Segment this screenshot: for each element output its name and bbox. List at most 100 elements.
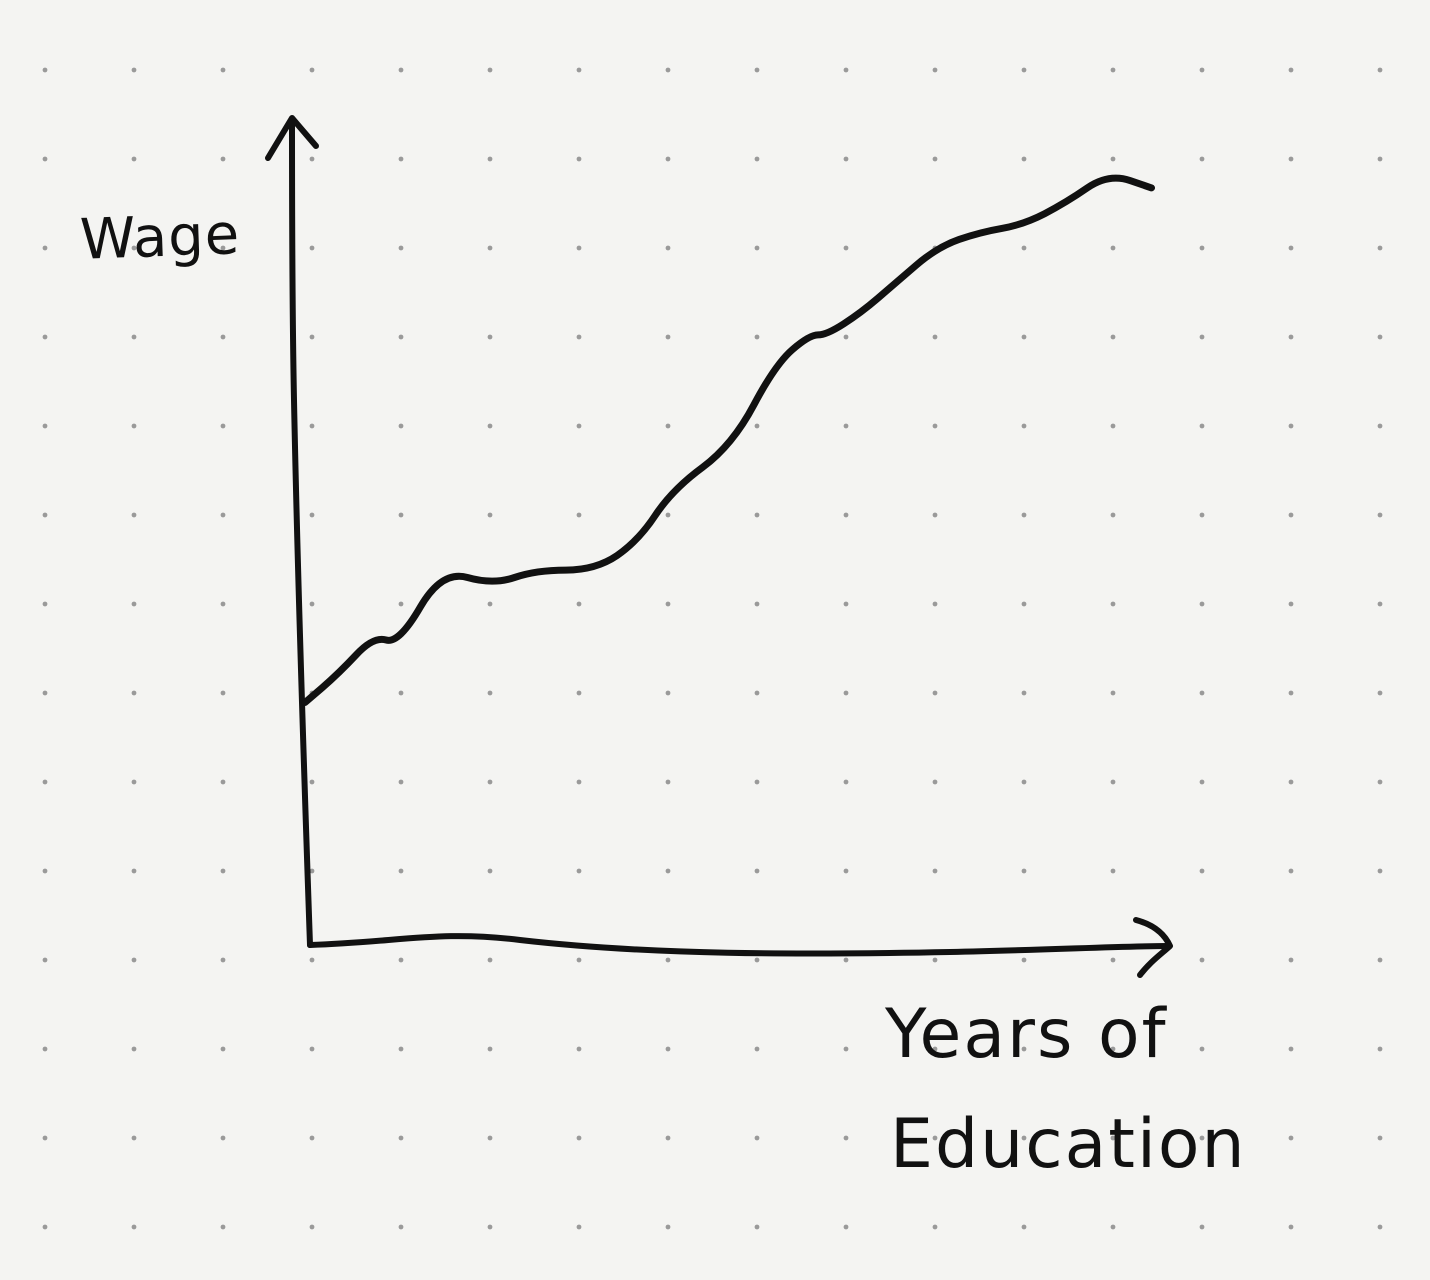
grid-dot [487, 868, 493, 874]
grid-dot [42, 1224, 48, 1230]
y-axis [289, 117, 313, 948]
grid-dot [309, 512, 315, 518]
grid-dot [131, 1046, 137, 1052]
grid-dot [843, 1046, 849, 1052]
grid-dot [487, 957, 493, 963]
grid-dot [1199, 334, 1205, 340]
grid-dot [1021, 245, 1027, 251]
grid-dot [131, 245, 137, 251]
grid-dot [42, 601, 48, 607]
grid-dot [754, 1135, 760, 1141]
grid-dot [1199, 67, 1205, 73]
grid-dot [1199, 1135, 1205, 1141]
grid-dot [131, 1135, 137, 1141]
grid-dot [1110, 1224, 1116, 1230]
grid-dot [1377, 1135, 1383, 1141]
grid-dot [131, 957, 137, 963]
grid-dot [754, 690, 760, 696]
grid-dot [1021, 868, 1027, 874]
grid-dot [1288, 868, 1294, 874]
series-line-0 [301, 174, 1155, 706]
grid-dot [1288, 156, 1294, 162]
grid-dot [1199, 601, 1205, 607]
grid-dot [220, 601, 226, 607]
grid-dot [754, 957, 760, 963]
grid-dot [1110, 512, 1116, 518]
grid-dot [131, 601, 137, 607]
grid-dot [309, 779, 315, 785]
grid-dot [665, 245, 671, 251]
grid-dot [665, 1046, 671, 1052]
y-axis-label: Wage [78, 202, 242, 273]
grid-dot [665, 957, 671, 963]
grid-dot [843, 1224, 849, 1230]
grid-dot [220, 245, 226, 251]
grid-dot [1377, 67, 1383, 73]
grid-dot [1288, 1224, 1294, 1230]
grid-dot [42, 512, 48, 518]
grid-dot [1021, 957, 1027, 963]
grid-dot [131, 156, 137, 162]
grid-dot [1110, 690, 1116, 696]
grid-dot [1288, 1046, 1294, 1052]
grid-dot [843, 334, 849, 340]
grid-dot [754, 1224, 760, 1230]
grid-dot [131, 334, 137, 340]
grid-dot [1288, 67, 1294, 73]
grid-dot [665, 601, 671, 607]
grid-dot [309, 1135, 315, 1141]
grid-dot [665, 1135, 671, 1141]
grid-dot [754, 868, 760, 874]
grid-dot [843, 601, 849, 607]
grid-dot [487, 1224, 493, 1230]
grid-dot [1021, 1046, 1027, 1052]
grid-dot [398, 1224, 404, 1230]
grid-dot [843, 512, 849, 518]
grid-dot [220, 1046, 226, 1052]
grid-dot [220, 690, 226, 696]
grid-dot [487, 67, 493, 73]
grid-dot [1377, 601, 1383, 607]
grid-dot [220, 868, 226, 874]
grid-dot [398, 690, 404, 696]
grid-dot [576, 779, 582, 785]
grid-dot [1199, 512, 1205, 518]
grid-dot [398, 1046, 404, 1052]
grid-dot [309, 601, 315, 607]
grid-dot [1377, 779, 1383, 785]
grid-dot [932, 1135, 938, 1141]
grid-dot [1110, 1135, 1116, 1141]
x-axis-label-line-2: Education [890, 1105, 1247, 1184]
grid-dot [1377, 1046, 1383, 1052]
grid-dot [843, 245, 849, 251]
grid-dot [576, 245, 582, 251]
grid-dot [932, 1224, 938, 1230]
grid-dot [576, 957, 582, 963]
grid-dot [220, 1135, 226, 1141]
grid-dot [487, 423, 493, 429]
grid-dot [754, 1046, 760, 1052]
grid-dot [1110, 67, 1116, 73]
grid-dot [1110, 334, 1116, 340]
grid-dot [1021, 156, 1027, 162]
grid-dot [220, 779, 226, 785]
grid-dot [398, 245, 404, 251]
grid-dot [398, 601, 404, 607]
grid-dot [843, 868, 849, 874]
grid-dot [398, 156, 404, 162]
grid-dot [1288, 779, 1294, 785]
grid-dot [932, 334, 938, 340]
grid-dot [1110, 245, 1116, 251]
grid-dot [131, 779, 137, 785]
grid-dot [42, 334, 48, 340]
grid-dot [487, 779, 493, 785]
grid-dot [131, 67, 137, 73]
grid-dot [487, 245, 493, 251]
grid-dot [309, 1046, 315, 1052]
grid-dot [1377, 423, 1383, 429]
grid-dot [843, 690, 849, 696]
grid-dot [309, 1224, 315, 1230]
grid-dot [1021, 779, 1027, 785]
grid-dot [843, 1135, 849, 1141]
